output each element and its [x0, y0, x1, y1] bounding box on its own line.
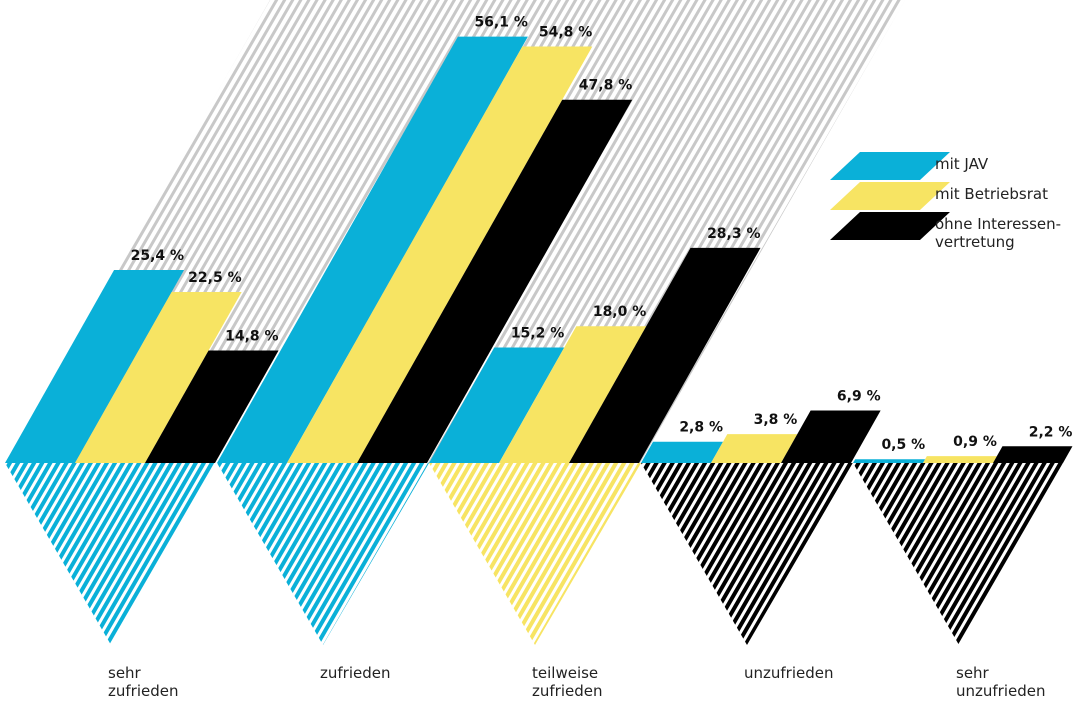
value-label: 6,9 % — [837, 389, 881, 405]
legend-label: mit JAV — [935, 155, 989, 173]
bar — [569, 247, 761, 463]
legend-label: mit Betriebsrat — [935, 185, 1048, 203]
x-tick-label: sehr zufrieden — [108, 664, 179, 700]
bar — [217, 36, 528, 463]
legend-label: ohne Interessen- vertretung — [935, 215, 1062, 251]
value-label: 18,0 % — [593, 304, 646, 320]
value-label: 15,2 % — [511, 325, 564, 341]
bar — [499, 326, 647, 463]
x-tick-label: sehr unzufrieden — [956, 664, 1046, 700]
bar — [781, 410, 881, 463]
x-tick-label: teilweise zufrieden — [532, 664, 603, 700]
triangle — [853, 463, 1065, 645]
bar — [993, 446, 1073, 463]
bar — [5, 269, 185, 463]
bar — [75, 292, 242, 463]
value-label: 25,4 % — [131, 248, 184, 264]
bar — [923, 456, 997, 463]
legend-swatch — [830, 182, 950, 210]
value-label: 2,8 % — [679, 420, 723, 436]
bar — [429, 347, 565, 463]
triangle — [641, 463, 853, 645]
value-label: 28,3 % — [707, 226, 760, 242]
value-label: 47,8 % — [579, 78, 632, 94]
legend-swatch — [830, 212, 950, 240]
x-tick-label: unzufrieden — [744, 664, 834, 682]
legend-swatch — [830, 152, 950, 180]
bar — [357, 99, 633, 463]
value-label: 0,5 % — [881, 437, 925, 453]
triangle — [217, 463, 429, 645]
bar — [711, 434, 798, 463]
triangle — [5, 463, 217, 645]
value-label: 56,1 % — [474, 15, 527, 31]
triangle — [429, 463, 641, 645]
x-tick-label: zufrieden — [320, 664, 391, 682]
value-label: 22,5 % — [188, 270, 241, 286]
value-label: 0,9 % — [953, 434, 997, 450]
value-label: 14,8 % — [225, 329, 278, 345]
bar — [641, 441, 724, 463]
bar — [287, 46, 593, 464]
value-label: 2,2 % — [1029, 424, 1073, 440]
bar — [145, 350, 279, 463]
value-label: 54,8 % — [539, 25, 592, 41]
bar — [853, 459, 926, 463]
value-label: 3,8 % — [754, 412, 798, 428]
